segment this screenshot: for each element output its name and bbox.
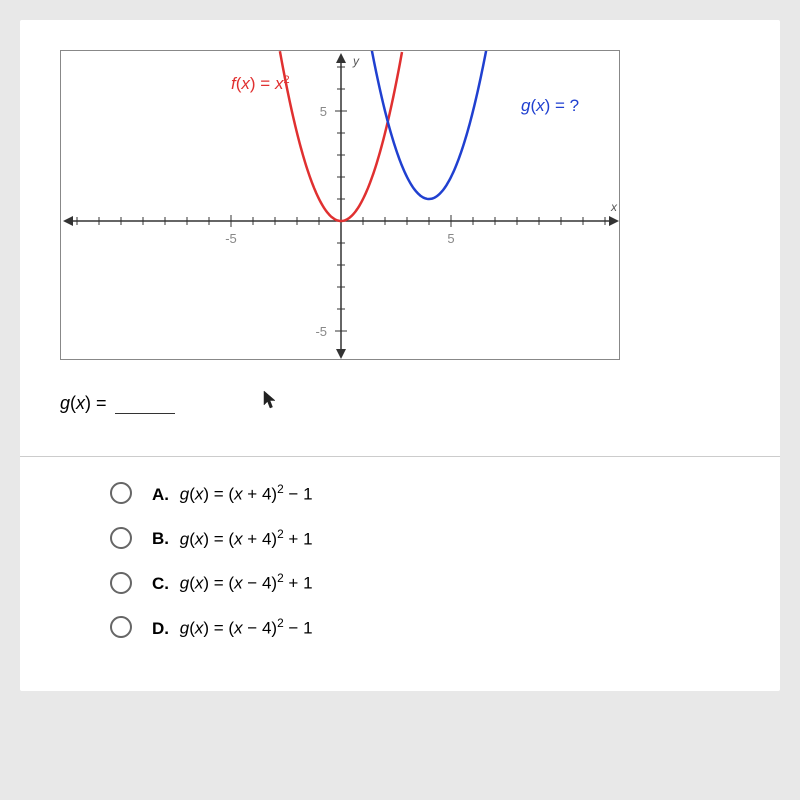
option-a-text: A. g(x) = (x + 4)2 − 1 bbox=[152, 482, 313, 505]
radio-c[interactable] bbox=[110, 572, 132, 594]
graph-container: -5 5 -5 5 y x f(x) = x2 g(x) = ? bbox=[60, 50, 620, 360]
option-a[interactable]: A. g(x) = (x + 4)2 − 1 bbox=[110, 482, 740, 505]
svg-text:f(x) = x2: f(x) = x2 bbox=[231, 74, 290, 93]
radio-d[interactable] bbox=[110, 616, 132, 638]
svg-text:-5: -5 bbox=[225, 231, 237, 246]
option-d[interactable]: D. g(x) = (x − 4)2 − 1 bbox=[110, 616, 740, 639]
radio-b[interactable] bbox=[110, 527, 132, 549]
question-panel: -5 5 -5 5 y x f(x) = x2 g(x) = ? g(x) = A. g(x)… bbox=[20, 20, 780, 691]
option-d-text: D. g(x) = (x − 4)2 − 1 bbox=[152, 616, 313, 639]
svg-text:5: 5 bbox=[320, 104, 327, 119]
option-c[interactable]: C. g(x) = (x − 4)2 + 1 bbox=[110, 571, 740, 594]
answer-blank bbox=[115, 392, 175, 414]
svg-text:5: 5 bbox=[447, 231, 454, 246]
radio-a[interactable] bbox=[110, 482, 132, 504]
option-b[interactable]: B. g(x) = (x + 4)2 + 1 bbox=[110, 527, 740, 550]
options-list: A. g(x) = (x + 4)2 − 1 B. g(x) = (x + 4)… bbox=[60, 482, 740, 639]
prompt-lhs: g(x) = bbox=[60, 393, 107, 414]
prompt-row: g(x) = bbox=[60, 390, 740, 436]
svg-text:y: y bbox=[352, 54, 360, 68]
cursor-icon bbox=[263, 390, 279, 416]
option-c-text: C. g(x) = (x − 4)2 + 1 bbox=[152, 571, 313, 594]
coordinate-graph: -5 5 -5 5 y x f(x) = x2 g(x) = ? bbox=[61, 51, 619, 359]
divider bbox=[20, 456, 780, 457]
svg-text:-5: -5 bbox=[315, 324, 327, 339]
option-b-text: B. g(x) = (x + 4)2 + 1 bbox=[152, 527, 313, 550]
svg-text:g(x) = ?: g(x) = ? bbox=[521, 96, 579, 115]
svg-text:x: x bbox=[610, 200, 618, 214]
